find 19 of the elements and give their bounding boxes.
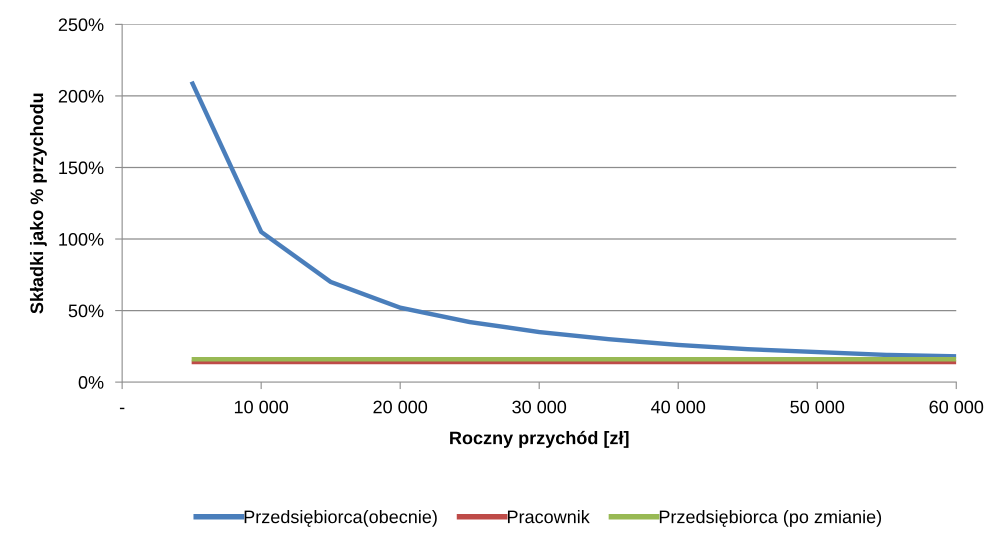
x-axis-title: Roczny przychód [zł]	[450, 430, 628, 448]
legend-label: Przedsiębiorca(obecnie)	[244, 510, 437, 527]
y-tick-label: 250%	[58, 18, 104, 32]
y-tick-label: 200%	[58, 90, 104, 103]
x-tick-label: -	[120, 408, 124, 410]
x-tick-label: 20 000	[373, 400, 428, 414]
y-tick-label: 0%	[78, 376, 104, 389]
y-tick-label: 100%	[59, 232, 104, 246]
x-tick-label: 30 000	[512, 400, 566, 414]
y-tick-label: 50%	[68, 304, 104, 318]
y-tick-label: 150%	[59, 161, 104, 174]
x-tick-label: 50 000	[790, 400, 844, 414]
x-tick-label: 10 000	[234, 400, 288, 414]
x-tick-label: 60 000	[930, 400, 984, 414]
legend-label: Przedsiębiorca (po zmianie)	[660, 510, 882, 527]
legend-label: Pracownik	[508, 510, 590, 524]
line-series	[189, 79, 956, 359]
y-axis-title: Składki jako % przychodu	[30, 94, 47, 314]
x-tick-label: 40 000	[651, 400, 706, 414]
